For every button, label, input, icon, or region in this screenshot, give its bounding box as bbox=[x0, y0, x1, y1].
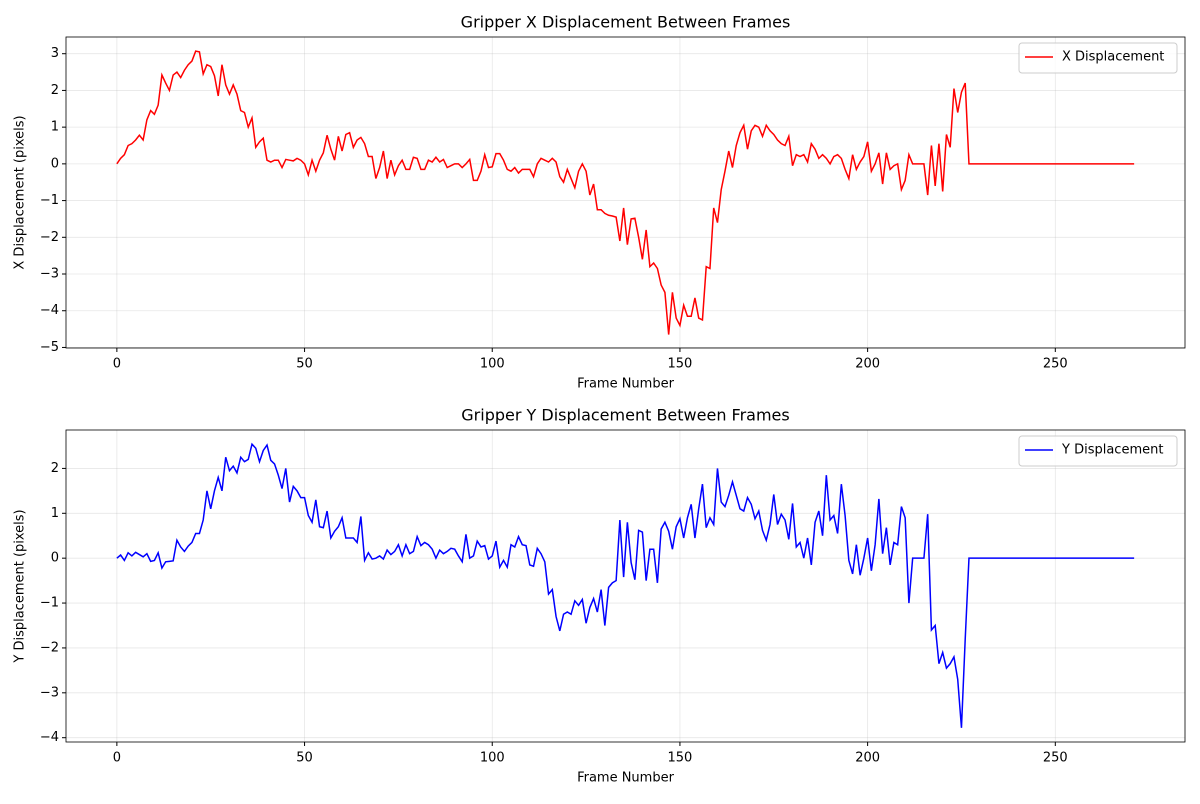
y-axis-label: X Displacement (pixels) bbox=[13, 115, 28, 269]
x-tick-label: 100 bbox=[480, 357, 505, 372]
x-tick-label: 150 bbox=[668, 357, 693, 372]
y-tick-label: −3 bbox=[40, 685, 59, 700]
x-tick-label: 250 bbox=[1043, 751, 1068, 766]
y-tick-label: −4 bbox=[40, 303, 59, 318]
y-tick-label: 0 bbox=[51, 156, 59, 171]
legend-label: Y Displacement bbox=[1061, 443, 1163, 458]
y-tick-label: −2 bbox=[40, 640, 59, 655]
chart-title: Gripper X Displacement Between Frames bbox=[461, 13, 791, 32]
legend-label: X Displacement bbox=[1062, 50, 1164, 65]
x-tick-label: 200 bbox=[855, 357, 880, 372]
legend-box bbox=[1018, 435, 1178, 467]
x-tick-label: 0 bbox=[113, 751, 121, 766]
y-tick-label: −2 bbox=[40, 230, 59, 245]
x-tick-label: 50 bbox=[296, 357, 313, 372]
x-tick-label: 250 bbox=[1043, 357, 1068, 372]
x-tick-label: 50 bbox=[296, 751, 313, 766]
y-tick-label: 3 bbox=[51, 46, 59, 61]
y-tick-label: 2 bbox=[51, 83, 59, 98]
legend-box bbox=[1018, 42, 1178, 74]
x-tick-label: 0 bbox=[113, 357, 121, 372]
plot-frame bbox=[65, 429, 1186, 743]
x-axis-label: Frame Number bbox=[577, 771, 675, 786]
y-tick-label: −1 bbox=[40, 193, 59, 208]
y-tick-label: 0 bbox=[51, 551, 59, 566]
y-tick-label: −4 bbox=[40, 730, 59, 745]
data-line bbox=[116, 442, 1135, 728]
x-tick-label: 150 bbox=[668, 751, 693, 766]
y-tick-label: 1 bbox=[51, 120, 59, 135]
plot-frame bbox=[65, 36, 1186, 349]
y-tick-label: 2 bbox=[51, 461, 59, 476]
y-tick-label: −5 bbox=[40, 340, 59, 355]
y-tick-label: 1 bbox=[51, 506, 59, 521]
y-tick-label: −3 bbox=[40, 267, 59, 282]
x-tick-label: 100 bbox=[480, 751, 505, 766]
y-axis-label: Y Displacement (pixels) bbox=[13, 509, 28, 663]
x-axis-label: Frame Number bbox=[577, 377, 675, 392]
x-tick-label: 200 bbox=[855, 751, 880, 766]
data-line bbox=[116, 50, 1135, 335]
y-tick-label: −1 bbox=[40, 596, 59, 611]
chart-title: Gripper Y Displacement Between Frames bbox=[461, 406, 789, 425]
